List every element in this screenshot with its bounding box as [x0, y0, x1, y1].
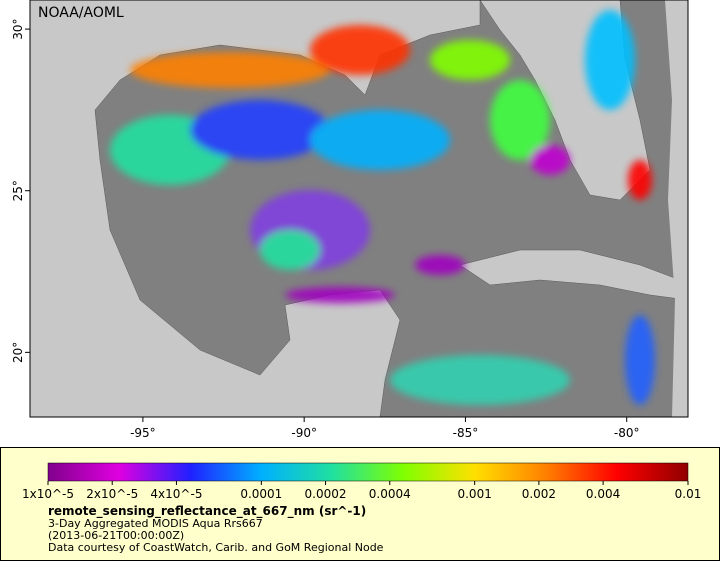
colorbar-tick-label: 0.0002: [305, 487, 347, 501]
colorbar-tick-label: 0.001: [457, 487, 491, 501]
watermark: NOAA/AOML: [38, 5, 124, 21]
colorbar-tick-label: 0.0001: [240, 487, 282, 501]
colorbar-tick-label: 0.004: [586, 487, 620, 501]
legend-line: 3-Day Aggregated MODIS Aqua Rrs667: [48, 517, 263, 530]
lon-tick-label: -85°: [453, 426, 479, 440]
legend-line: (2013-06-21T00:00:00Z): [48, 529, 184, 542]
lon-tick-label: -90°: [291, 426, 317, 440]
colorbar-tick-label: 0.002: [522, 487, 556, 501]
lat-tick-label: 30°: [11, 18, 25, 39]
lat-tick-label: 20°: [11, 342, 25, 363]
map: [30, 0, 688, 417]
lat-tick-label: 25°: [11, 180, 25, 201]
colorbar-tick-label: 1x10^-5: [22, 487, 74, 501]
lon-tick-label: -95°: [130, 426, 156, 440]
colorbar-tick-label: 4x10^-5: [150, 487, 202, 501]
legend-line: Data courtesy of CoastWatch, Carib. and …: [48, 541, 384, 554]
colorbar-tick-label: 0.01: [675, 487, 702, 501]
map-frame: [29, 0, 689, 418]
colorbar: [47, 462, 689, 482]
land: [665, 0, 688, 417]
colorbar-tick-label: 2x10^-5: [86, 487, 138, 501]
colorbar-tick-label: 0.0004: [369, 487, 411, 501]
data-overlay: [110, 10, 655, 405]
legend-title: remote_sensing_reflectance_at_667_nm (sr…: [48, 504, 366, 519]
land: [459, 249, 688, 301]
lon-tick-label: -80°: [614, 426, 640, 440]
